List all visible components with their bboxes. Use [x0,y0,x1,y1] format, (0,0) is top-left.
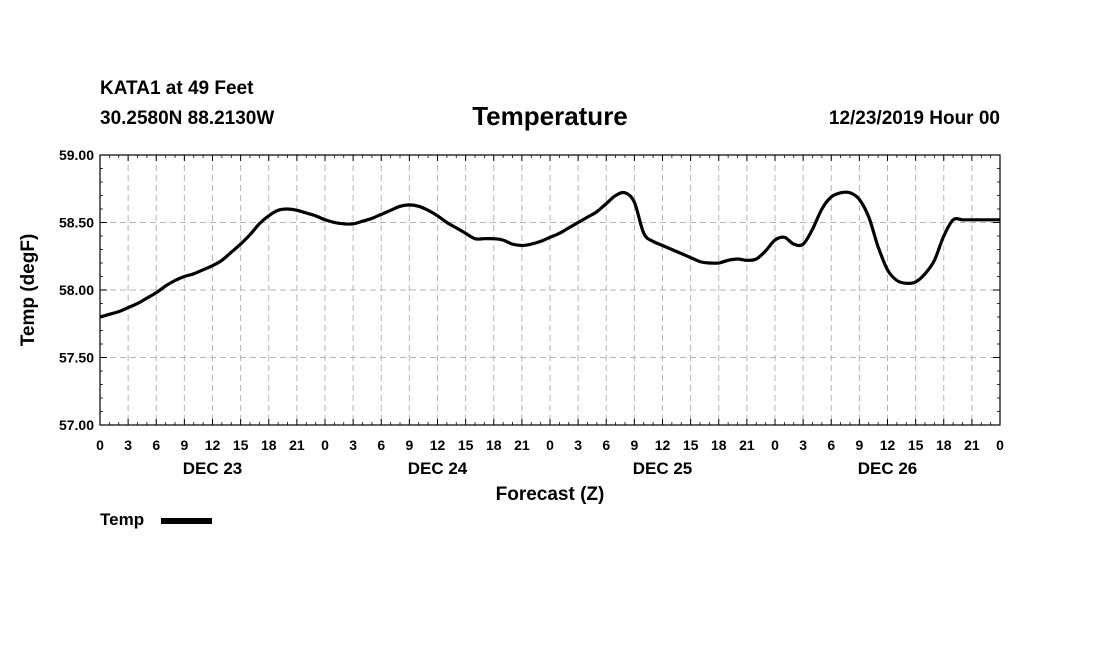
x-tick-label: 18 [936,437,952,453]
x-tick-label: 15 [683,437,699,453]
y-tick-label: 57.00 [59,417,94,433]
x-tick-label: 6 [827,437,835,453]
x-tick-label: 21 [739,437,755,453]
plot-frame [99,154,1001,426]
y-tick-label: 58.50 [59,215,94,231]
x-tick-label: 15 [233,437,249,453]
series-layer [99,190,1000,319]
x-tick-label: 21 [964,437,980,453]
x-tick-label: 18 [711,437,727,453]
series-line-temp [99,190,1000,319]
x-tick-label: 3 [124,437,132,453]
x-tick-label: 9 [630,437,638,453]
x-tick-label: 0 [546,437,554,453]
day-label: DEC 25 [633,459,693,478]
x-tick-label: 6 [377,437,385,453]
x-tick-label: 18 [261,437,277,453]
x-tick-label: 6 [152,437,160,453]
x-tick-label: 12 [880,437,896,453]
day-labels: DEC 23 DEC 24 DEC 25 DEC 26 [183,459,918,478]
day-label: DEC 26 [858,459,918,478]
x-tick-label: 9 [405,437,413,453]
x-axis-title: Forecast (Z) [496,484,605,505]
chart-title: Temperature [472,101,628,131]
legend-label: Temp [100,510,144,529]
y-axis-ticks: 57.00 57.50 58.00 58.50 59.00 [59,147,1000,433]
x-tick-label: 12 [655,437,671,453]
x-tick-label: 0 [96,437,104,453]
x-tick-label: 21 [289,437,305,453]
x-tick-label: 0 [771,437,779,453]
coordinates-label: 30.2580N 88.2130W [100,108,274,129]
forecast-datetime: 12/23/2019 Hour 00 [829,108,1000,129]
day-label: DEC 23 [183,459,243,478]
x-tick-label: 12 [430,437,446,453]
x-tick-label: 21 [514,437,530,453]
x-tick-label: 0 [321,437,329,453]
grid-lines [100,155,1000,425]
x-tick-label: 3 [574,437,582,453]
x-tick-label: 9 [855,437,863,453]
x-tick-label: 6 [602,437,610,453]
y-tick-label: 57.50 [59,350,94,366]
y-tick-label: 58.00 [59,282,94,298]
y-axis-title: Temp (degF) [18,234,39,347]
x-tick-label: 15 [908,437,924,453]
x-tick-label: 12 [205,437,221,453]
x-tick-label: 18 [486,437,502,453]
x-tick-label: 0 [996,437,1004,453]
day-label: DEC 24 [408,459,468,478]
x-tick-label: 15 [458,437,474,453]
x-tick-label: 9 [180,437,188,453]
x-tick-label: 3 [799,437,807,453]
y-tick-label: 59.00 [59,147,94,163]
x-tick-label: 3 [349,437,357,453]
station-label: KATA1 at 49 Feet [100,78,254,99]
